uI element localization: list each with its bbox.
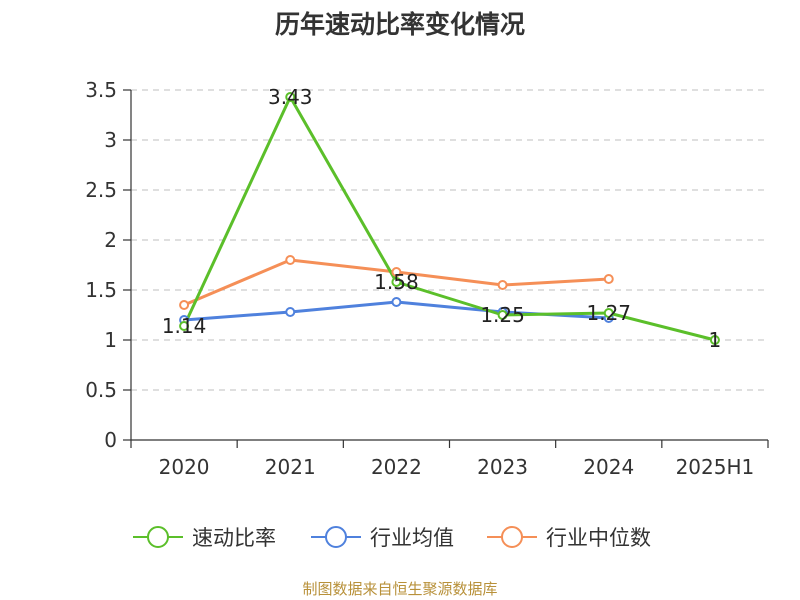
x-tick-label: 2022 bbox=[371, 455, 422, 479]
source-note: 制图数据来自恒生聚源数据库 bbox=[302, 580, 497, 598]
grid-lines bbox=[131, 89, 768, 391]
x-tick-label: 2021 bbox=[265, 455, 316, 479]
legend: 速动比率 行业均值 行业中位数 bbox=[133, 526, 651, 550]
series-line-0 bbox=[182, 95, 716, 342]
data-point bbox=[497, 310, 508, 320]
x-tick-label: 2023 bbox=[477, 455, 528, 479]
data-point bbox=[497, 280, 508, 290]
x-axis: 2020 2021 2022 2023 2024 2025H1 bbox=[130, 439, 769, 479]
y-tick-label: 2 bbox=[104, 228, 117, 252]
data-point bbox=[603, 308, 614, 318]
series-points bbox=[179, 92, 720, 345]
x-tick-label: 2020 bbox=[159, 455, 210, 479]
data-point bbox=[603, 274, 614, 284]
y-tick-label: 3.5 bbox=[85, 78, 117, 102]
y-tick-label: 0.5 bbox=[85, 378, 117, 402]
data-point bbox=[391, 267, 402, 277]
legend-label: 速动比率 bbox=[192, 526, 276, 550]
legend-marker bbox=[325, 526, 347, 548]
data-label: 1 bbox=[709, 328, 722, 352]
data-point bbox=[285, 255, 296, 265]
data-point bbox=[285, 92, 296, 102]
series-lines bbox=[182, 95, 716, 342]
data-point bbox=[285, 307, 296, 317]
data-label: 3.43 bbox=[268, 85, 313, 109]
y-axis: 0 0.5 1 1.5 2 2.5 3 3.5 bbox=[85, 78, 132, 452]
data-point bbox=[709, 335, 720, 345]
data-label: 1.14 bbox=[162, 314, 207, 338]
data-labels: 1.14 3.43 1.58 1.25 1.27 1 bbox=[162, 85, 721, 352]
data-point bbox=[179, 321, 190, 331]
legend-marker bbox=[501, 526, 523, 548]
y-tick-label: 1 bbox=[104, 328, 117, 352]
data-point bbox=[179, 300, 190, 310]
legend-marker bbox=[147, 526, 169, 548]
legend-label: 行业中位数 bbox=[546, 526, 651, 550]
x-tick-label: 2025H1 bbox=[676, 455, 755, 479]
data-point bbox=[391, 297, 402, 307]
y-tick-label: 2.5 bbox=[85, 178, 117, 202]
legend-label: 行业均值 bbox=[370, 526, 454, 550]
x-tick-label: 2024 bbox=[583, 455, 634, 479]
data-label: 1.25 bbox=[480, 303, 525, 327]
data-point bbox=[391, 277, 402, 287]
chart-title: 历年速动比率变化情况 bbox=[275, 10, 525, 39]
y-tick-label: 0 bbox=[104, 428, 117, 452]
data-label: 1.58 bbox=[374, 270, 419, 294]
y-tick-label: 1.5 bbox=[85, 278, 117, 302]
data-label: 1.27 bbox=[586, 301, 631, 325]
y-tick-label: 3 bbox=[104, 128, 117, 152]
